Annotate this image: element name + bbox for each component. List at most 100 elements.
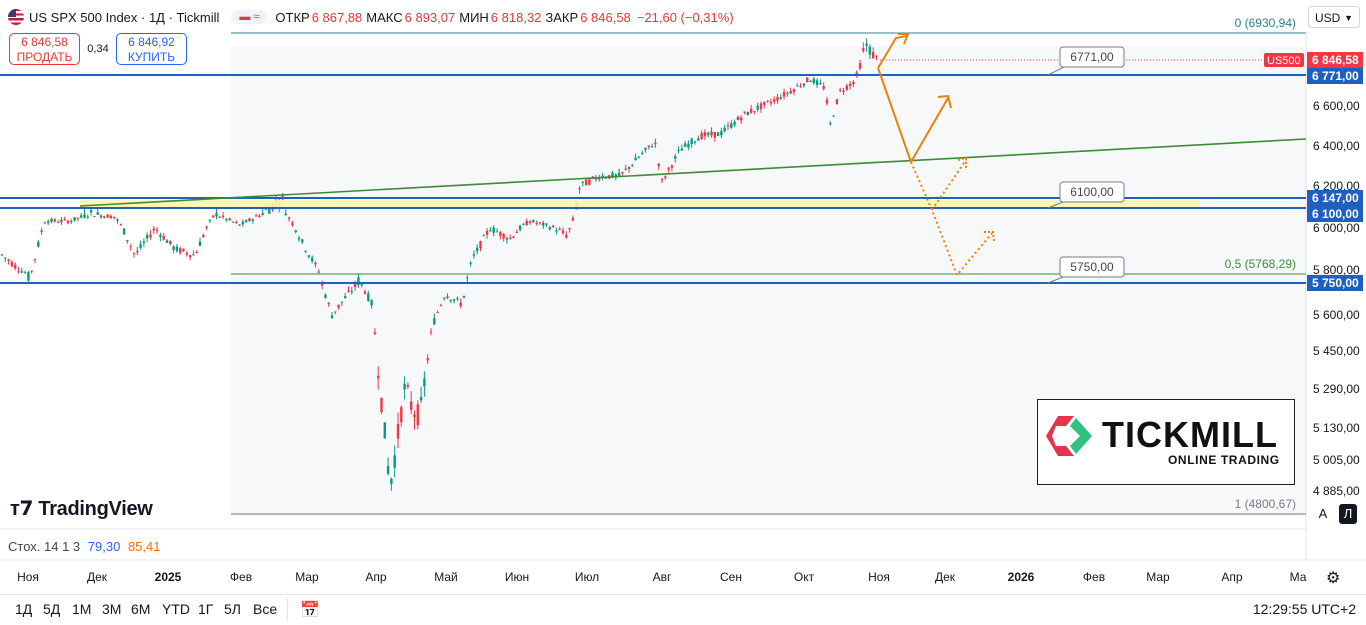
- candle-body: [561, 230, 565, 234]
- candle-body: [56, 222, 60, 224]
- candle-body: [456, 298, 459, 300]
- buy-button[interactable]: 6 846,92 КУПИТЬ: [116, 33, 187, 65]
- price-tick-label: 6 200,00: [1313, 179, 1360, 193]
- candle-body: [238, 224, 241, 226]
- time-tick-label: 2025: [155, 570, 182, 584]
- candle-body: [182, 248, 185, 252]
- chart-canvas[interactable]: 0 (6930,94) 0,5 (5768,29) 1 (4800,67) 6771,…: [0, 0, 1366, 594]
- trendline: [79, 138, 1307, 207]
- candle-body: [875, 55, 878, 57]
- candle-body: [598, 177, 601, 180]
- candle-body: [185, 252, 188, 255]
- timeframe-ytd[interactable]: YTD: [162, 601, 190, 617]
- candle-body: [621, 172, 624, 174]
- candle-body: [542, 222, 545, 226]
- candle-body: [96, 212, 99, 215]
- candle-body: [555, 230, 558, 232]
- tickmill-logo-icon: [1046, 416, 1092, 456]
- timeframe-1d[interactable]: 1Д: [15, 601, 33, 617]
- candle-body: [746, 111, 749, 116]
- candle-body: [796, 85, 799, 87]
- candle-body: [499, 231, 502, 236]
- candle-body: [0, 254, 4, 256]
- candle-body: [317, 271, 320, 273]
- candle-body: [175, 246, 179, 252]
- auto-scale-button[interactable]: A: [1318, 506, 1328, 521]
- candle-body: [627, 166, 631, 169]
- candle-body: [749, 108, 753, 113]
- log-scale-button[interactable]: Л: [1339, 504, 1357, 524]
- timeframe-3m[interactable]: 3М: [102, 601, 122, 617]
- symbol-title[interactable]: US SPX 500 Index · 1Д · Tickmill: [29, 9, 220, 25]
- candle-body: [208, 220, 212, 222]
- stochastic-label[interactable]: Стох. 14 1 3: [8, 539, 81, 554]
- price-tick-label: 5 800,00: [1313, 263, 1360, 277]
- price-axis[interactable]: 6 600,00 6 400,00 6 200,00 6 000,00 5 800,00…: [1264, 52, 1363, 498]
- timeframe-5d[interactable]: 5Д: [43, 601, 61, 617]
- candle-body: [713, 132, 716, 138]
- candle-body: [819, 83, 822, 85]
- candle-body: [858, 63, 862, 69]
- spread-value: 0,34: [87, 43, 109, 55]
- candle-body: [769, 101, 773, 104]
- price-tick-label: 6 400,00: [1313, 139, 1360, 153]
- tradingview-logo[interactable]: ᴛ𝟳 TradingView: [10, 496, 153, 521]
- candle-body: [83, 214, 86, 218]
- candle-body: [261, 213, 264, 216]
- fib-level-label: 0,5 (5768,29): [1225, 257, 1296, 271]
- candle-body: [446, 296, 449, 299]
- timeframe-6m[interactable]: 6М: [131, 601, 151, 617]
- candle-body: [667, 167, 670, 170]
- candle-body: [647, 145, 650, 148]
- candle-body: [611, 172, 614, 178]
- currency-select[interactable]: USD ▼: [1308, 6, 1360, 28]
- candle-body: [835, 99, 839, 104]
- candle-body: [370, 300, 373, 306]
- candle-body: [756, 105, 759, 110]
- candle-body: [396, 424, 400, 439]
- time-tick-label: Июл: [575, 570, 599, 584]
- timeframe-5y[interactable]: 5Л: [224, 601, 241, 617]
- price-label-text: 5 750,00: [1312, 276, 1359, 290]
- time-axis[interactable]: Ноя Дек 2025 Фев Мар Апр Май Июн Июл Авг Сен Окт Ноя…: [17, 570, 1307, 584]
- candle-body: [410, 401, 413, 410]
- currency-label: USD: [1315, 11, 1341, 25]
- candle-body: [545, 223, 548, 225]
- candle-body: [829, 123, 832, 125]
- indicator-toggle-icon[interactable]: ▬ ≈: [231, 10, 268, 24]
- candle-body: [320, 283, 324, 286]
- candle-body: [855, 72, 858, 75]
- candle-body: [660, 179, 664, 181]
- timeframe-1y[interactable]: 1Г: [198, 601, 214, 617]
- gear-icon[interactable]: ⚙: [1326, 570, 1341, 587]
- price-tick-label: 5 450,00: [1313, 344, 1360, 358]
- time-tick-label: Май: [434, 570, 458, 584]
- bottom-toolbar: [0, 594, 1366, 625]
- candle-body: [126, 239, 129, 241]
- candle-body: [146, 235, 149, 239]
- candle-body: [591, 176, 594, 178]
- timeframe-1m[interactable]: 1М: [72, 601, 92, 617]
- candle-body: [522, 223, 525, 225]
- candle-body: [10, 262, 14, 267]
- candle-body: [634, 157, 637, 161]
- tradingview-logo-text: TradingView: [38, 498, 153, 520]
- candle-body: [403, 383, 406, 390]
- candle-body: [482, 235, 485, 237]
- candle-body: [631, 164, 634, 166]
- candle-body: [525, 220, 528, 226]
- symbol-price-tag: [1264, 53, 1304, 67]
- candle-body: [502, 233, 505, 239]
- candle-body: [472, 254, 476, 256]
- candle-body: [324, 294, 327, 298]
- candle-body: [63, 218, 66, 220]
- candle-body: [287, 217, 291, 219]
- timeframe-all[interactable]: Все: [253, 601, 278, 617]
- candle-body: [17, 270, 20, 272]
- sell-button[interactable]: 6 846,58 ПРОДАТЬ: [9, 33, 80, 65]
- candle-body: [832, 115, 835, 117]
- date-range-icon[interactable]: 📅: [300, 602, 320, 619]
- time-tick-label: Ноя: [17, 570, 39, 584]
- level-callout: [1059, 256, 1125, 278]
- candle-body: [314, 262, 317, 265]
